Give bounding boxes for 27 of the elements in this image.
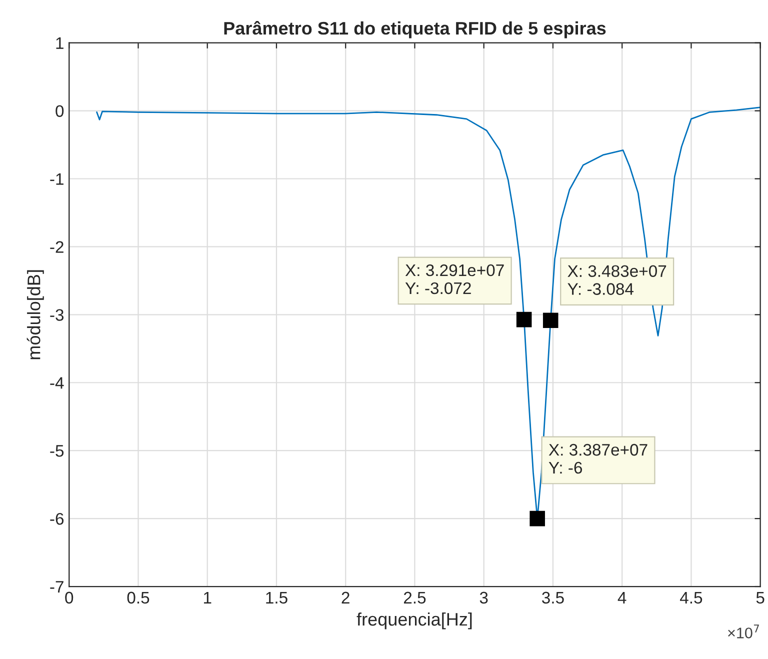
y-axis-title: módulo[dB]	[26, 270, 44, 360]
annotation: X: 3.387e+07 Y: -6	[548, 444, 648, 474]
text: ×10$^{7}$	[728, 624, 759, 638]
y-tick-label: -7	[50, 581, 64, 593]
x-tick-label: 1.5	[266, 592, 288, 604]
annotation: X: 3.483e+07 Y: -3.084	[568, 265, 666, 295]
chart-title: Parâmetro S11 do etiqueta RFID de 5 espiras	[224, 21, 606, 38]
y-tick-label: -3	[50, 309, 64, 321]
x-tick-label: 2.5	[404, 592, 426, 604]
annotation: X: 3.291e+07 Y: -3.072	[405, 264, 504, 294]
y-tick-label: 0	[56, 105, 64, 117]
x-tick-label: 4.5	[680, 592, 702, 604]
x-tick-label: 3.5	[542, 592, 564, 604]
x-tick-label: 3	[480, 592, 488, 604]
y-tick-label: -6	[50, 512, 64, 525]
x-tick-label: 0	[65, 592, 74, 604]
x-tick-label: 2	[342, 592, 350, 604]
y-tick-label: 1	[56, 37, 64, 49]
y-tick-label: -5	[50, 445, 64, 457]
x-tick-label: 4	[618, 592, 626, 604]
y-tick-label: -1	[50, 173, 64, 185]
x-tick-label: 5	[756, 592, 764, 604]
y-tick-label: -4	[50, 377, 64, 389]
x-axis-title: frequencia[Hz]	[356, 612, 472, 630]
x-tick-label: 1	[204, 592, 212, 604]
y-tick-label: -2	[50, 241, 64, 253]
x-tick-label: 0.5	[127, 592, 150, 604]
